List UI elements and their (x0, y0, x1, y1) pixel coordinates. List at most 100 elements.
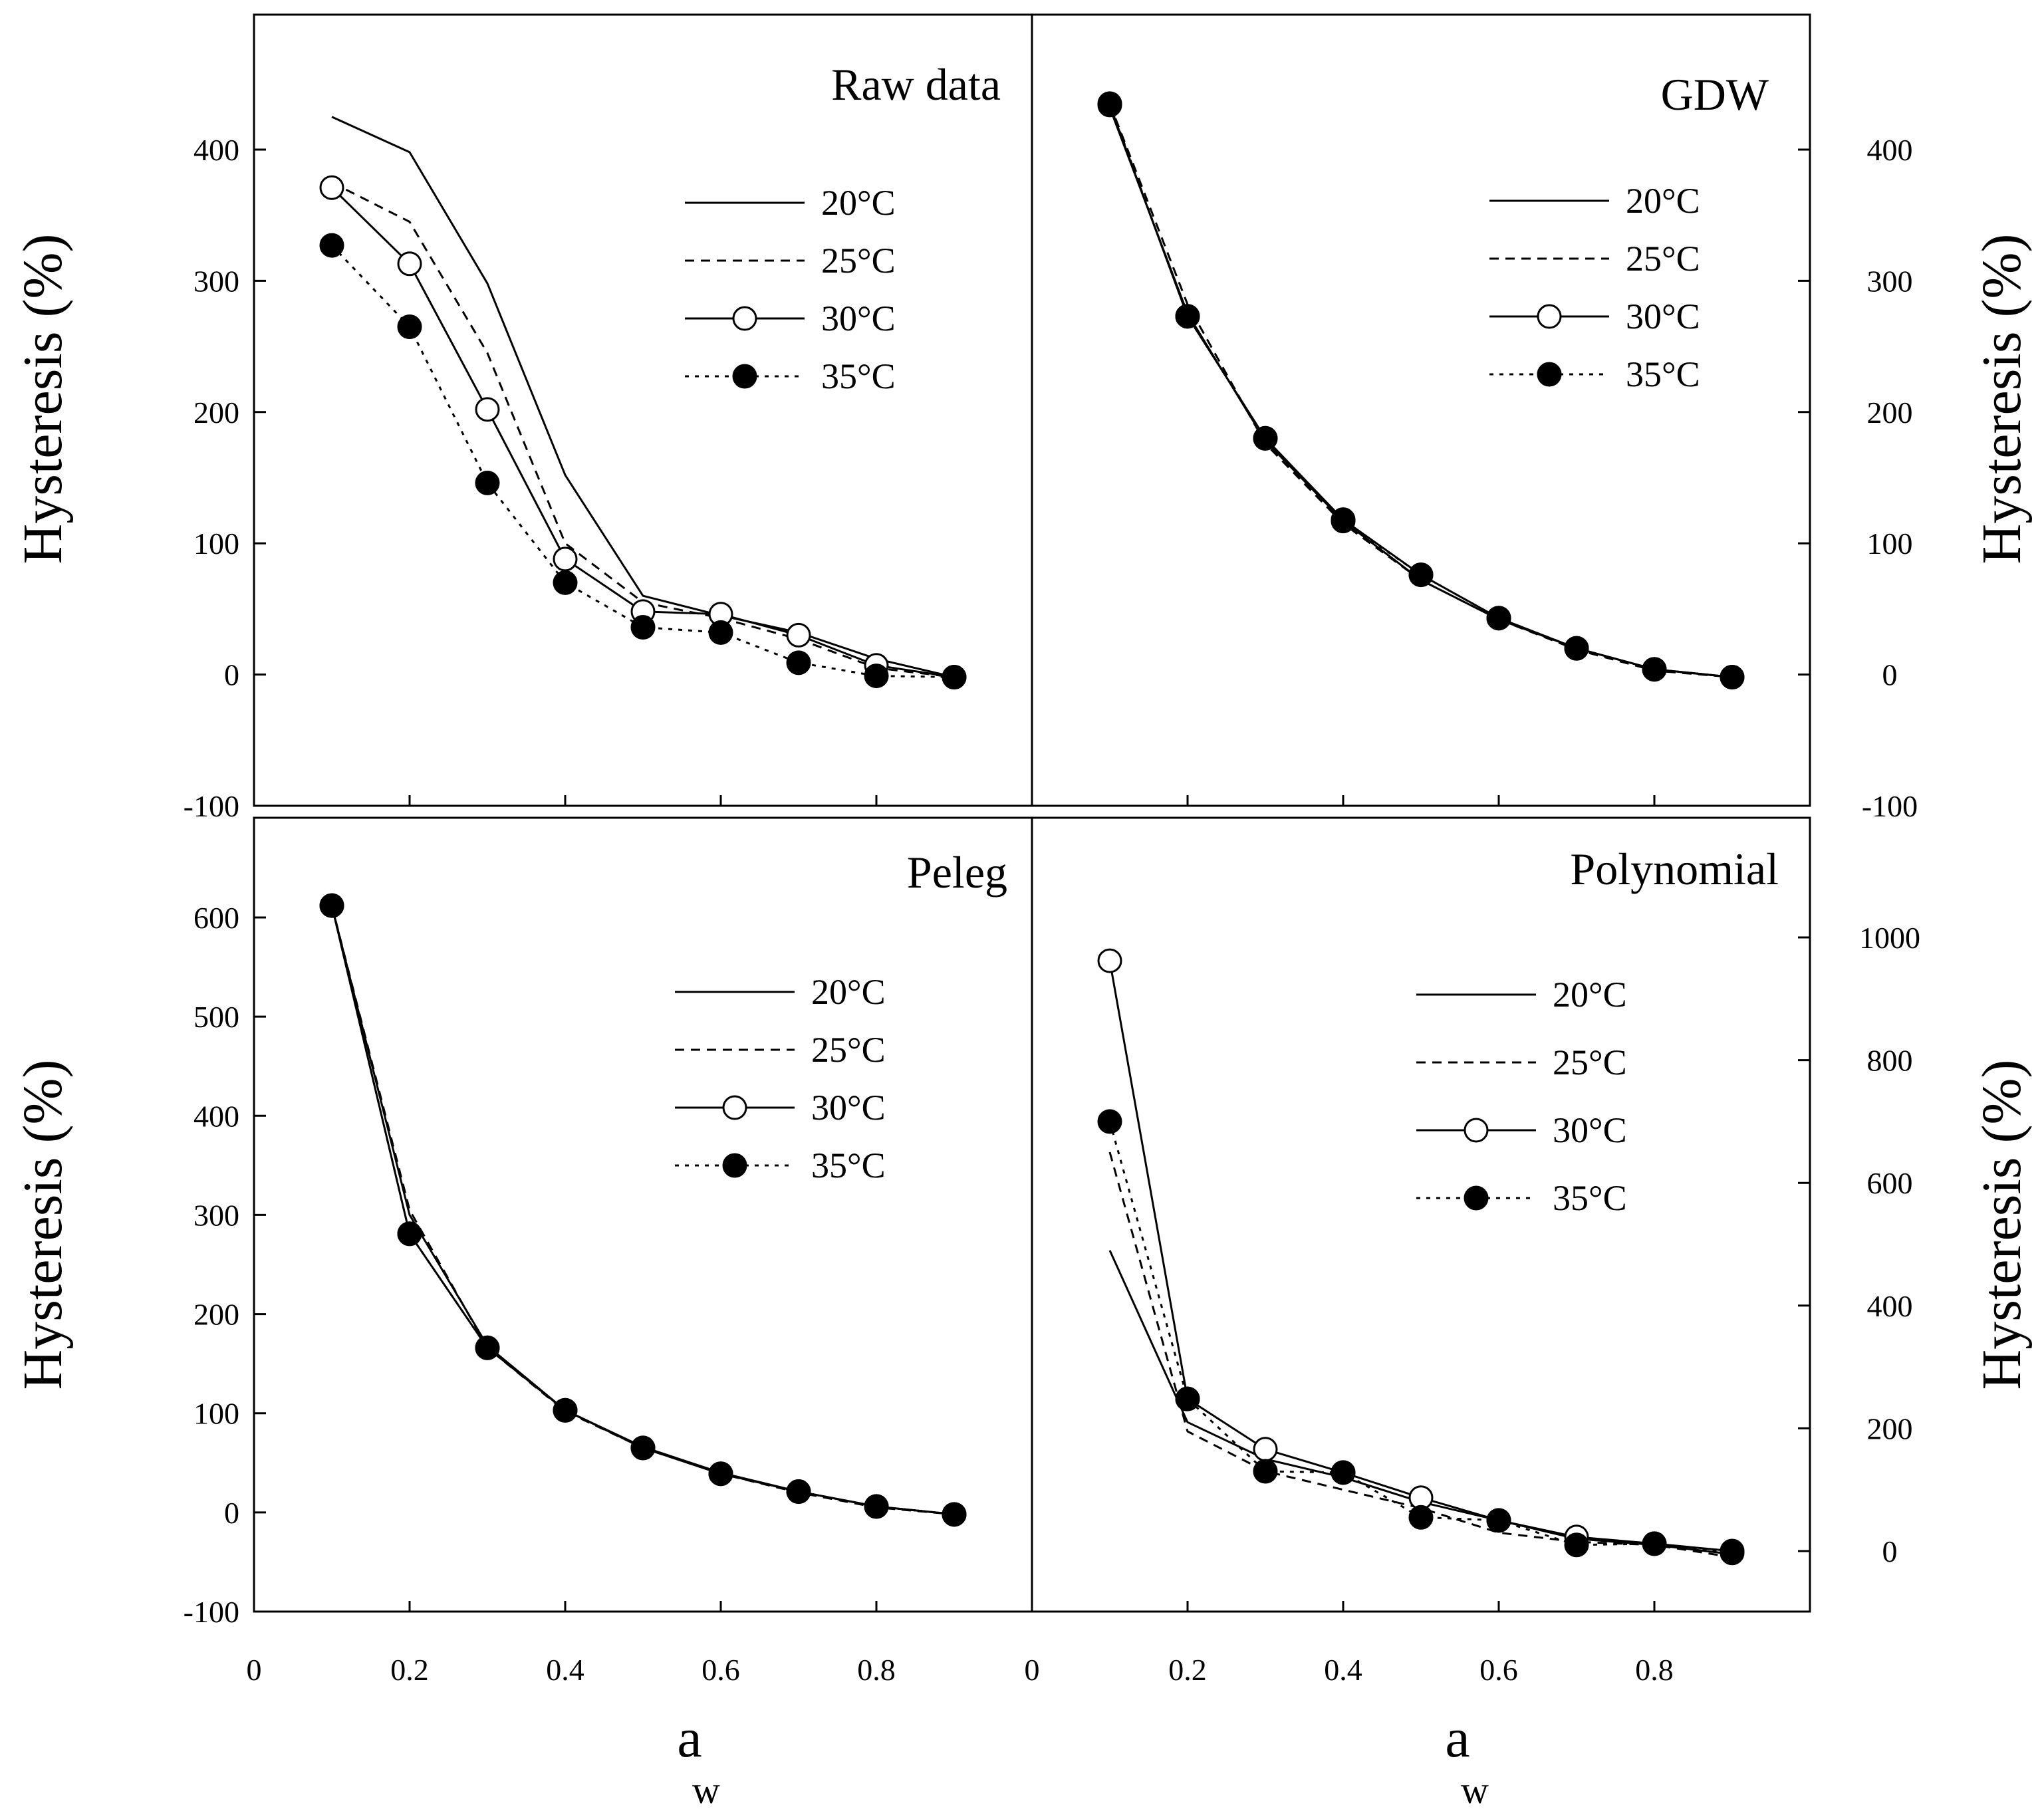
x-tick-label: 0.6 (702, 1653, 740, 1687)
legend-label: 20°C (1626, 181, 1700, 221)
data-point-30°C (475, 397, 500, 422)
y-tick-label: 400 (193, 133, 239, 167)
data-point-30°C (1097, 948, 1122, 973)
data-point-35°C (942, 1502, 967, 1527)
legend-label: 25°C (811, 1030, 886, 1070)
panel-title: GDW (1661, 69, 1769, 120)
legend-label: 30°C (1553, 1110, 1627, 1150)
y-tick-label: 400 (193, 1099, 239, 1133)
data-point-35°C (1331, 1460, 1356, 1485)
x-tick-label: 0.2 (1168, 1653, 1207, 1687)
series-line-35°C (330, 245, 955, 678)
legend-label: 30°C (821, 299, 896, 338)
y-tick-label: 0 (1882, 1534, 1898, 1568)
x-tick-label: 0.8 (1635, 1653, 1674, 1687)
y-tick-label: 100 (1867, 527, 1913, 560)
y-axis-title-top-right: Hysteresis (%) (1971, 234, 2033, 564)
data-point-30°C (397, 251, 422, 277)
data-point-35°C (942, 665, 967, 690)
data-point-35°C (630, 615, 656, 640)
data-point-35°C (708, 1461, 733, 1487)
data-point-35°C (1408, 562, 1434, 588)
plot-frame (1031, 13, 1811, 807)
data-point-35°C (1642, 1531, 1667, 1556)
data-point-35°C (1253, 425, 1278, 451)
y-tick-label: 200 (193, 396, 239, 429)
y-tick-label: 200 (193, 1298, 239, 1332)
data-point-35°C (1720, 665, 1745, 690)
legend-label: 25°C (1553, 1042, 1627, 1082)
legend-label: 30°C (811, 1088, 886, 1128)
data-point-35°C (553, 570, 578, 595)
y-tick-label: 1000 (1859, 921, 1920, 955)
y-tick-label: 200 (1867, 396, 1913, 429)
x-tick-label: 0.2 (390, 1653, 429, 1687)
data-point-30°C (553, 546, 578, 572)
y-tick-label: 0 (224, 1496, 239, 1530)
data-point-35°C (1564, 636, 1589, 661)
data-point-35°C (1486, 606, 1511, 631)
data-point-35°C (786, 1479, 811, 1505)
x-axis-title-left: a (677, 1707, 702, 1769)
data-point-30°C (319, 175, 344, 200)
y-tick-label: 400 (1867, 133, 1913, 167)
data-point-35°C (319, 893, 344, 918)
data-point-35°C (397, 1221, 422, 1247)
data-point-35°C (864, 664, 889, 689)
legend-marker (722, 1153, 747, 1178)
legend-label: 30°C (1626, 297, 1700, 336)
data-point-35°C (708, 620, 733, 645)
x-tick-label: 0.4 (546, 1653, 584, 1687)
y-tick-label: 300 (193, 1198, 239, 1232)
legend-marker (1537, 362, 1562, 387)
data-point-35°C (1408, 1505, 1434, 1530)
y-axis-title-top-left: Hysteresis (%) (12, 234, 74, 564)
legend-marker (1537, 304, 1562, 329)
data-point-35°C (1486, 1508, 1511, 1533)
panel-title: Peleg (907, 847, 1007, 898)
y-tick-label: -100 (184, 1595, 239, 1629)
legend-label: 35°C (1626, 354, 1700, 394)
y-tick-label: 500 (193, 1000, 239, 1034)
panel-title: Polynomial (1570, 844, 1779, 894)
plot-frame (1031, 816, 1811, 1613)
legend-label: 20°C (811, 972, 886, 1012)
data-point-35°C (553, 1397, 578, 1423)
y-tick-label: 0 (1882, 658, 1898, 692)
x-tick-label: 0.4 (1324, 1653, 1362, 1687)
panel-1: -100 0 100 200 300 400 Raw data 20°C 25°C 30°C 35°… (184, 13, 1033, 823)
data-point-35°C (397, 314, 422, 339)
data-point-35°C (1642, 657, 1667, 682)
legend-label: 25°C (1626, 239, 1700, 279)
x-axis-subscript-right: w (1461, 1768, 1489, 1812)
data-point-30°C (1253, 1437, 1278, 1462)
x-tick-label: 0 (1025, 1653, 1040, 1687)
legend-marker (1464, 1185, 1489, 1211)
panel-4: 0 200 400 600 800 1000 0 0.2 0.4 0.6 0.8 Polynomial… (1025, 816, 1920, 1687)
y-tick-label: 0 (224, 658, 239, 692)
legend-label: 20°C (821, 183, 896, 223)
legend-marker (722, 1095, 747, 1120)
data-point-35°C (864, 1494, 889, 1519)
legend-label: 35°C (1553, 1178, 1627, 1218)
legend-label: 35°C (821, 356, 896, 396)
data-point-35°C (475, 1335, 500, 1360)
y-axis-title-bottom-right: Hysteresis (%) (1971, 1060, 2033, 1390)
legend-label: 25°C (821, 241, 896, 281)
legend-marker (732, 364, 757, 389)
y-tick-label: 100 (193, 1397, 239, 1431)
data-point-35°C (1331, 509, 1356, 534)
data-point-35°C (786, 650, 811, 675)
panel-2: -100 0 100 200 300 400 GDW 20°C 25°C 30°C 35°C (1031, 13, 1918, 823)
data-point-35°C (1253, 1459, 1278, 1484)
y-tick-label: 300 (1867, 264, 1913, 298)
data-point-35°C (1564, 1532, 1589, 1558)
y-tick-label: -100 (1862, 789, 1918, 823)
x-tick-label: 0 (247, 1653, 262, 1687)
legend-label: 20°C (1553, 975, 1627, 1015)
x-axis-subscript-left: w (692, 1768, 720, 1812)
y-tick-label: 200 (1867, 1411, 1913, 1445)
legend-marker (1464, 1118, 1489, 1143)
